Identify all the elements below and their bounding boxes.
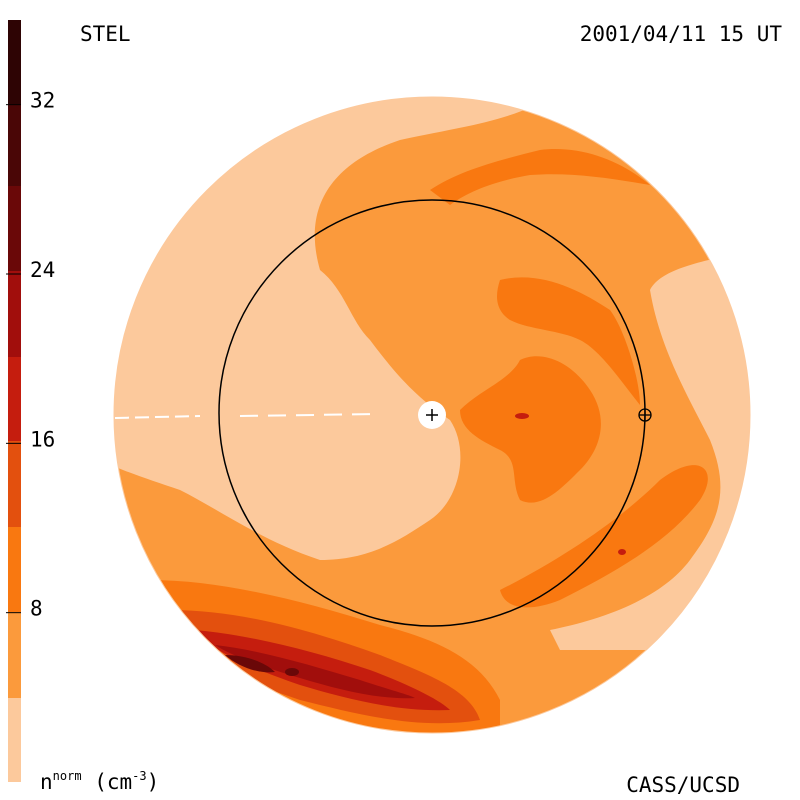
colorbar — [8, 20, 21, 782]
line-of-sight-trace — [114, 413, 381, 419]
timestamp-label: 2001/04/11 15 UT — [579, 22, 782, 46]
low-density-region — [114, 97, 560, 560]
credit-label: CASS/UCSD — [626, 773, 740, 797]
mid-density-cell-center — [460, 356, 601, 503]
earth-marker — [638, 408, 652, 422]
colorbar-ticks: 8 16 24 32 — [6, 89, 55, 621]
low-density-region-right — [550, 250, 750, 650]
mid-density-cell — [497, 277, 640, 405]
local-max-right — [618, 549, 626, 555]
colorbar-unit-label: nnorm (cm-3) — [40, 769, 160, 794]
instrument-label: STEL — [80, 22, 131, 46]
colorbar-level-5 — [8, 186, 21, 271]
density-disk-edge — [113, 96, 751, 734]
sun-marker — [418, 401, 446, 429]
colorbar-level-0b — [8, 612, 21, 698]
mid-density-streak-right — [500, 465, 708, 608]
colorbar-tick-label: 8 — [30, 597, 43, 621]
colorbar-level-1 — [8, 527, 21, 612]
colorbar-tick-label: 24 — [30, 258, 55, 282]
peak-density-dot — [285, 668, 299, 676]
colorbar-tick-label: 32 — [30, 89, 55, 113]
colorbar-level-4 — [8, 271, 21, 357]
mid-density-streak-top — [430, 149, 650, 205]
colorbar-level-0 — [8, 698, 21, 782]
colorbar-level-2 — [8, 441, 21, 527]
colorbar-level-3 — [8, 357, 21, 441]
local-max-center — [515, 413, 529, 419]
colorbar-level-7 — [8, 20, 21, 104]
high-density-core — [215, 645, 415, 699]
colorbar-level-6 — [8, 104, 21, 186]
colorbar-tick-label: 16 — [30, 427, 55, 451]
peak-density-core — [225, 655, 275, 673]
